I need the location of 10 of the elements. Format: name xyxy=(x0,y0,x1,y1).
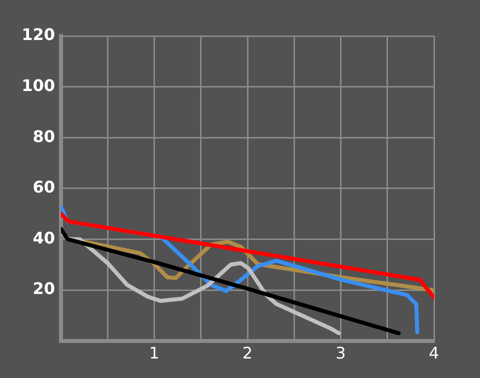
x-tick-label: 3 xyxy=(336,344,346,363)
x-tick-label: 1 xyxy=(149,344,160,363)
y-tick-label: 60 xyxy=(32,178,55,197)
x-tick-label: 2 xyxy=(242,344,253,363)
y-tick-label: 80 xyxy=(32,126,55,146)
y-tick-label: 40 xyxy=(32,228,55,248)
y-tick-label: 120 xyxy=(22,25,55,44)
x-tick-label: 4 xyxy=(428,344,440,363)
y-tick-label: 100 xyxy=(22,76,55,95)
y-tick-label: 20 xyxy=(32,279,55,298)
